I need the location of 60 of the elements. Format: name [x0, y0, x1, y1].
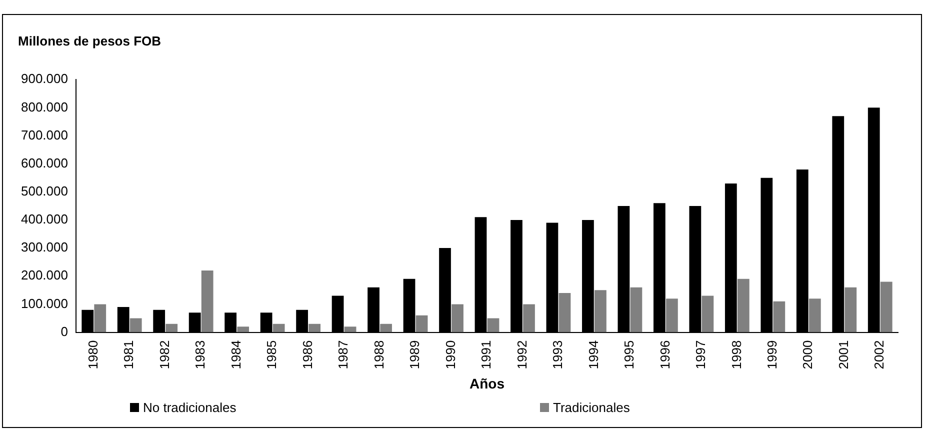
x-tick-label: 2002	[872, 340, 887, 370]
y-tick-label: 0	[60, 324, 68, 339]
y-tick-label: 300.000	[20, 240, 68, 255]
bar	[666, 298, 678, 332]
bar	[380, 324, 392, 332]
x-tick-label: 1987	[336, 340, 351, 370]
y-tick-label: 800.000	[20, 99, 68, 114]
x-tick-label: 2000	[800, 340, 816, 370]
x-tick-label: 1999	[764, 340, 780, 370]
x-tick-label: 1981	[121, 340, 136, 370]
legend-label: Tradicionales	[553, 400, 630, 415]
bar	[487, 318, 500, 332]
y-tick-label: 500.000	[20, 183, 68, 198]
bar	[308, 324, 320, 332]
bar	[94, 304, 106, 332]
x-tick-label: 1984	[228, 340, 244, 370]
bar	[344, 326, 356, 332]
bar	[808, 298, 821, 332]
x-tick-label: 1997	[693, 340, 708, 370]
bar	[416, 315, 428, 332]
x-tick-label: 2001	[836, 340, 851, 370]
y-tick-label: 600.000	[20, 155, 68, 170]
x-tick-label: 1990	[442, 340, 458, 370]
bar	[523, 304, 535, 332]
x-tick-label: 1996	[657, 340, 672, 370]
y-tick-label: 900.000	[20, 71, 68, 86]
bar	[452, 304, 464, 332]
y-tick-label: 200.000	[20, 268, 68, 283]
bar	[272, 324, 285, 332]
y-tick-label: 700.000	[20, 127, 68, 142]
x-tick-label: 1986	[300, 340, 315, 370]
bar	[166, 324, 178, 332]
x-tick-label: 1998	[728, 340, 744, 370]
x-tick-label: 1985	[264, 340, 280, 370]
x-axis-title: Años	[469, 375, 505, 392]
x-tick-label: 1980	[85, 340, 100, 370]
y-tick-label: 100.000	[20, 296, 68, 311]
bar	[237, 326, 250, 332]
bar	[201, 270, 214, 332]
x-tick-label: 1983	[192, 340, 208, 370]
x-tick-label: 1991	[478, 340, 494, 370]
x-tick-label: 1988	[371, 340, 386, 370]
x-tick-label: 1989	[407, 340, 422, 370]
bar	[844, 287, 857, 332]
bar	[630, 287, 642, 332]
bar	[130, 318, 142, 332]
bar	[702, 296, 714, 332]
x-tick-label: 1993	[550, 340, 566, 370]
bar	[594, 290, 606, 332]
x-tick-label: 1982	[156, 340, 172, 370]
legend-label: No tradicionales	[143, 400, 236, 415]
bar	[737, 278, 750, 332]
x-tick-label: 1994	[586, 340, 601, 370]
bar	[880, 282, 892, 332]
bar	[773, 301, 786, 332]
chart-title: Millones de pesos FOB	[18, 33, 162, 48]
bar	[558, 292, 571, 332]
x-tick-label: 1992	[514, 340, 530, 370]
x-tick-label: 1995	[622, 340, 637, 370]
y-tick-label: 400.000	[20, 212, 68, 227]
